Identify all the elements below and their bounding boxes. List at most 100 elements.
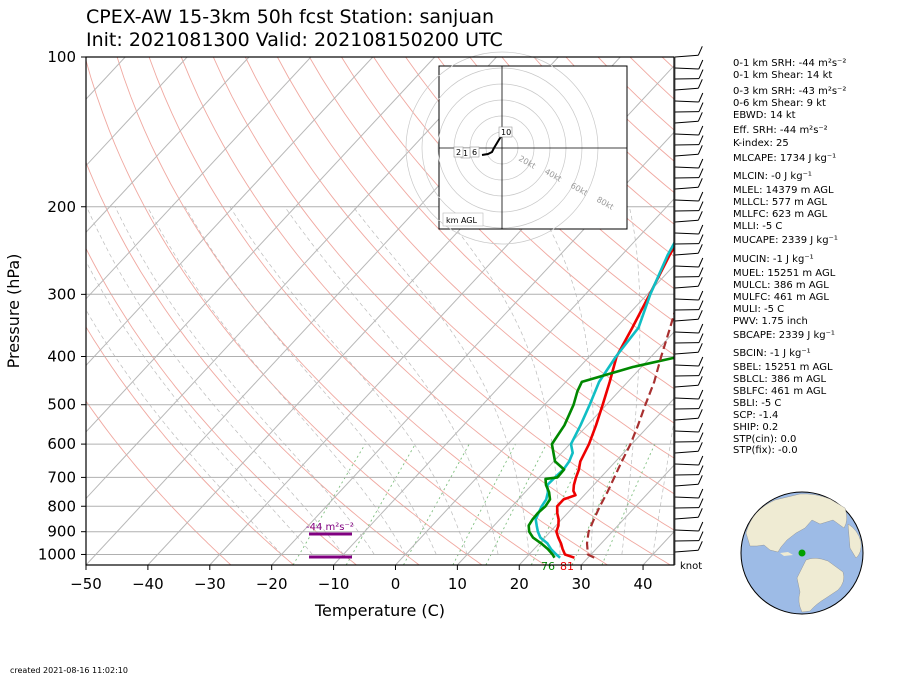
wind-barb: [674, 356, 704, 367]
y-tick-label: 300: [47, 285, 76, 303]
barb-flag: [698, 366, 704, 376]
barb-flag: [698, 290, 704, 301]
isotherm: [86, 57, 312, 300]
barb-staff: [674, 450, 699, 454]
wind-barb: [674, 92, 704, 103]
barb-staff: [674, 199, 699, 202]
moist-adiabat: [184, 206, 437, 555]
x-tick-label: 40: [634, 575, 653, 593]
index-line: MLCIN: -0 J kg⁻¹: [733, 171, 812, 182]
barb-flag: [697, 343, 703, 353]
wind-barb: [674, 366, 704, 377]
moist-adiabat: [86, 260, 313, 555]
globe-land-caribbean: [780, 552, 793, 556]
dry-adiabat: [373, 57, 674, 356]
moist-adiabat: [86, 206, 344, 555]
index-line: 0-1 km SRH: -44 m²s⁻²: [733, 58, 846, 69]
hodograph-height-1: 1: [463, 149, 468, 158]
wind-barb: [674, 257, 704, 268]
wind-barb: [674, 455, 704, 466]
mixing-ratio-line: [601, 443, 656, 565]
barb-flag: [697, 508, 703, 518]
isotherm: [333, 198, 674, 565]
y-tick-label: 600: [47, 435, 76, 453]
station-location-dot: [798, 549, 806, 557]
y-tick-label: 900: [47, 523, 76, 541]
barb-flag: [698, 465, 704, 475]
barb-flag: [698, 356, 704, 367]
barb-flag: [698, 389, 704, 400]
barb-flag: [698, 135, 704, 145]
barb-staff: [674, 351, 699, 355]
dry-adiabat: [405, 57, 674, 323]
wind-barb: [674, 59, 704, 70]
barb-staff: [674, 298, 699, 301]
parcel-profile: [585, 310, 674, 559]
index-line: 0-1 km Shear: 14 kt: [733, 70, 832, 81]
wind-barb: [674, 224, 704, 235]
barb-staff: [674, 219, 699, 223]
x-tick-label: −50: [70, 575, 102, 593]
wind-barb: [674, 508, 703, 520]
wind-barb: [674, 442, 703, 454]
moist-adiabat: [621, 206, 641, 555]
barb-flag: [697, 244, 703, 254]
isotherm: [86, 57, 188, 167]
barb-staff: [674, 186, 699, 190]
index-line: SHIP: 0.2: [733, 422, 778, 433]
barb-flag: [698, 234, 704, 244]
x-tick-label: −20: [256, 575, 288, 593]
dewpoint-profile: [527, 356, 674, 559]
index-line: SBEL: 15251 m AGL: [733, 362, 833, 373]
index-line: SCP: -1.4: [733, 410, 778, 421]
barb-flag: [698, 323, 704, 334]
index-line: MUCIN: -1 J kg⁻¹: [733, 254, 814, 265]
barb-staff: [674, 483, 699, 487]
barb-flag: [697, 145, 703, 155]
wind-barb: [674, 112, 703, 124]
index-line: SBCIN: -1 J kg⁻¹: [733, 348, 811, 359]
barb-flag: [698, 498, 704, 508]
isotherm: [580, 464, 674, 565]
wind-barb: [674, 531, 704, 542]
wind-barb: [674, 244, 703, 256]
barb-flag: [698, 69, 704, 79]
y-tick-label: 100: [47, 48, 76, 66]
hodograph-height-box-10: [498, 126, 513, 138]
moist-adiabat: [114, 206, 375, 555]
hodograph-inset: 20kt 40kt 60kt 80kt 10 6 1 2 km AGL: [405, 51, 628, 245]
y-axis-label: Pressure (hPa): [4, 254, 23, 369]
hodograph-legend: km AGL: [446, 216, 478, 225]
barb-staff: [674, 397, 699, 400]
wind-barbs: [674, 46, 704, 565]
index-line: MUEL: 15251 m AGL: [733, 268, 836, 279]
wind-barb: [674, 46, 703, 58]
index-line: MLCAPE: 1734 J kg⁻¹: [733, 153, 836, 164]
y-tick-label: 800: [47, 497, 76, 515]
hodograph-trace: [481, 133, 504, 156]
globe-land-africa: [847, 523, 862, 559]
barb-flag: [697, 475, 703, 485]
dry-adiabat: [244, 57, 674, 495]
index-line: STP(cin): 0.0: [733, 434, 796, 445]
isotherm: [0, 57, 1, 565]
chart-title: CPEX-AW 15-3km 50h fcst Station: sanjuan: [86, 6, 494, 28]
x-tick-label: 0: [391, 575, 401, 593]
index-line: SBLCL: 386 m AGL: [733, 374, 826, 385]
wind-barb: [674, 323, 704, 334]
sounding-indices: 0-1 km SRH: -44 m²s⁻²0-1 km Shear: 14 kt…: [733, 58, 846, 456]
index-line: MULCL: 386 m AGL: [733, 280, 829, 291]
barb-staff: [674, 430, 699, 433]
barb-flag: [697, 277, 703, 287]
index-line: MLLI: -5 C: [733, 221, 782, 232]
index-line: 0-6 km Shear: 9 kt: [733, 98, 826, 109]
moist-adiabat: [352, 206, 530, 555]
wind-barb: [674, 409, 703, 421]
barb-staff: [674, 153, 699, 157]
index-line: PWV: 1.75 inch: [733, 316, 808, 327]
dry-adiabat: [341, 57, 674, 390]
hodograph-legend-box: [442, 212, 484, 227]
barb-flag: [697, 541, 703, 551]
barb-staff: [674, 265, 699, 268]
